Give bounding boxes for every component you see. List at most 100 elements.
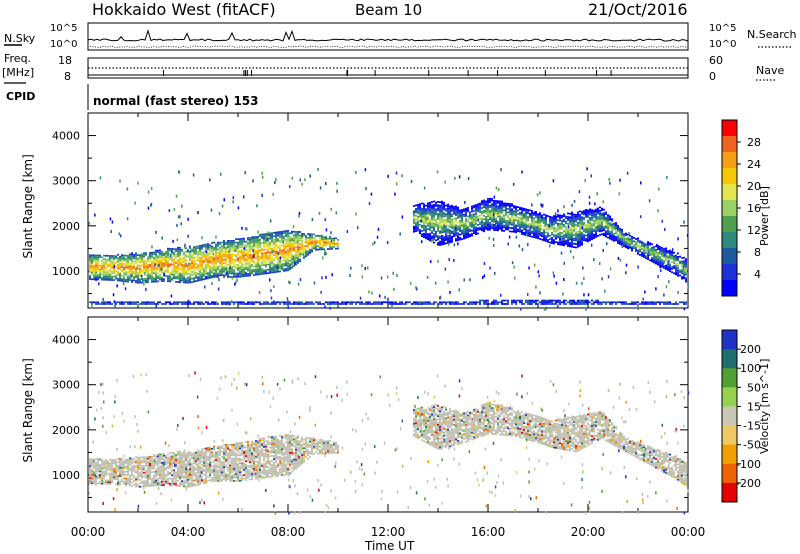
range-gate-cell [153,260,155,262]
range-gate-cell [611,233,613,236]
range-gate-cell [243,259,245,262]
range-gate-cell [235,246,237,249]
range-gate-cell [493,223,495,226]
y-tick-label: 3000 [52,175,80,188]
range-gate-cell [237,269,239,271]
sparse-echo [366,266,369,270]
range-gate-cell [561,228,563,231]
range-gate-cell [653,254,655,257]
range-gate-cell [621,240,623,243]
sparse-echo [582,222,584,226]
range-gate-cell [95,263,97,265]
range-gate-cell [303,241,305,244]
range-gate-cell [665,264,667,267]
range-gate-cell [291,259,293,262]
range-gate-cell [163,269,165,272]
range-gate-cell [497,210,499,213]
range-gate-cell [627,238,629,241]
range-gate-cell [197,252,199,255]
range-gate-cell [555,230,557,233]
range-gate-cell [431,221,433,224]
sparse-echo [368,290,370,294]
range-gate-cell [315,245,317,248]
range-gate-cell [533,212,535,215]
range-gate-cell [249,272,251,275]
range-gate-cell [495,205,497,207]
sparse-echo [88,221,90,225]
range-gate-cell [495,299,497,302]
range-gate-cell [603,301,605,304]
range-gate-cell [153,277,155,280]
range-gate-cell [95,275,97,277]
range-gate-cell [531,216,533,219]
range-gate-cell [285,231,287,234]
range-gate-cell [247,259,249,262]
range-gate-cell [163,274,165,277]
range-gate-cell [595,230,597,233]
range-gate-cell [205,264,207,266]
range-gate-cell [249,245,251,248]
range-gate-cell [499,214,501,216]
range-gate-cell [107,278,109,281]
range-gate-cell [175,250,177,252]
range-gate-cell [681,265,683,268]
range-gate-cell [635,248,637,251]
range-gate-cell [171,258,173,261]
range-gate-cell [123,266,125,269]
range-gate-cell [471,222,473,225]
range-gate-cell [591,234,593,237]
range-gate-cell [565,225,567,228]
range-gate-cell [91,468,93,471]
range-gate-cell [227,243,229,246]
range-gate-cell [547,240,549,243]
range-gate-cell [661,260,663,263]
range-gate-cell [197,276,199,279]
range-gate-cell [537,221,539,224]
range-gate-cell [221,257,223,259]
sparse-echo [126,187,129,191]
range-gate-cell [259,233,261,236]
range-gate-cell [287,240,289,242]
range-gate-cell [275,240,277,242]
range-gate-cell [465,226,467,229]
range-gate-cell [639,240,641,243]
range-gate-cell [129,253,131,256]
range-gate-cell [283,232,285,234]
range-gate-cell [607,217,609,220]
sparse-echo [122,282,125,286]
range-gate-cell [427,301,429,304]
range-gate-cell [117,253,119,256]
range-gate-cell [547,299,549,302]
range-gate-cell [181,303,183,305]
range-gate-cell [505,228,507,231]
range-gate-cell [417,210,419,213]
sparse-echo [395,182,398,186]
range-gate-cell [187,250,189,253]
range-gate-cell [165,259,167,262]
nsky-trace [87,29,689,48]
range-gate-cell [631,242,633,245]
range-gate-cell [651,257,653,259]
range-gate-cell [461,222,463,225]
range-gate-cell [185,264,187,267]
range-gate-cell [619,231,621,233]
sparse-echo [286,297,289,301]
range-gate-cell [129,255,131,257]
range-gate-cell [225,274,227,277]
range-gate-cell [581,242,583,244]
range-gate-cell [217,255,219,258]
range-gate-cell [479,223,481,226]
range-gate-cell [297,260,299,262]
range-gate-cell [469,225,471,227]
sparse-echo [657,275,659,279]
range-gate-cell [119,267,121,270]
range-gate-cell [193,301,195,304]
range-gate-cell [321,246,323,249]
range-gate-cell [257,273,259,276]
range-gate-cell [573,230,575,233]
range-gate-cell [677,268,679,270]
range-gate-cell [551,221,553,224]
range-gate-cell [499,222,501,225]
range-gate-cell [275,233,277,236]
range-gate-cell [259,264,261,267]
